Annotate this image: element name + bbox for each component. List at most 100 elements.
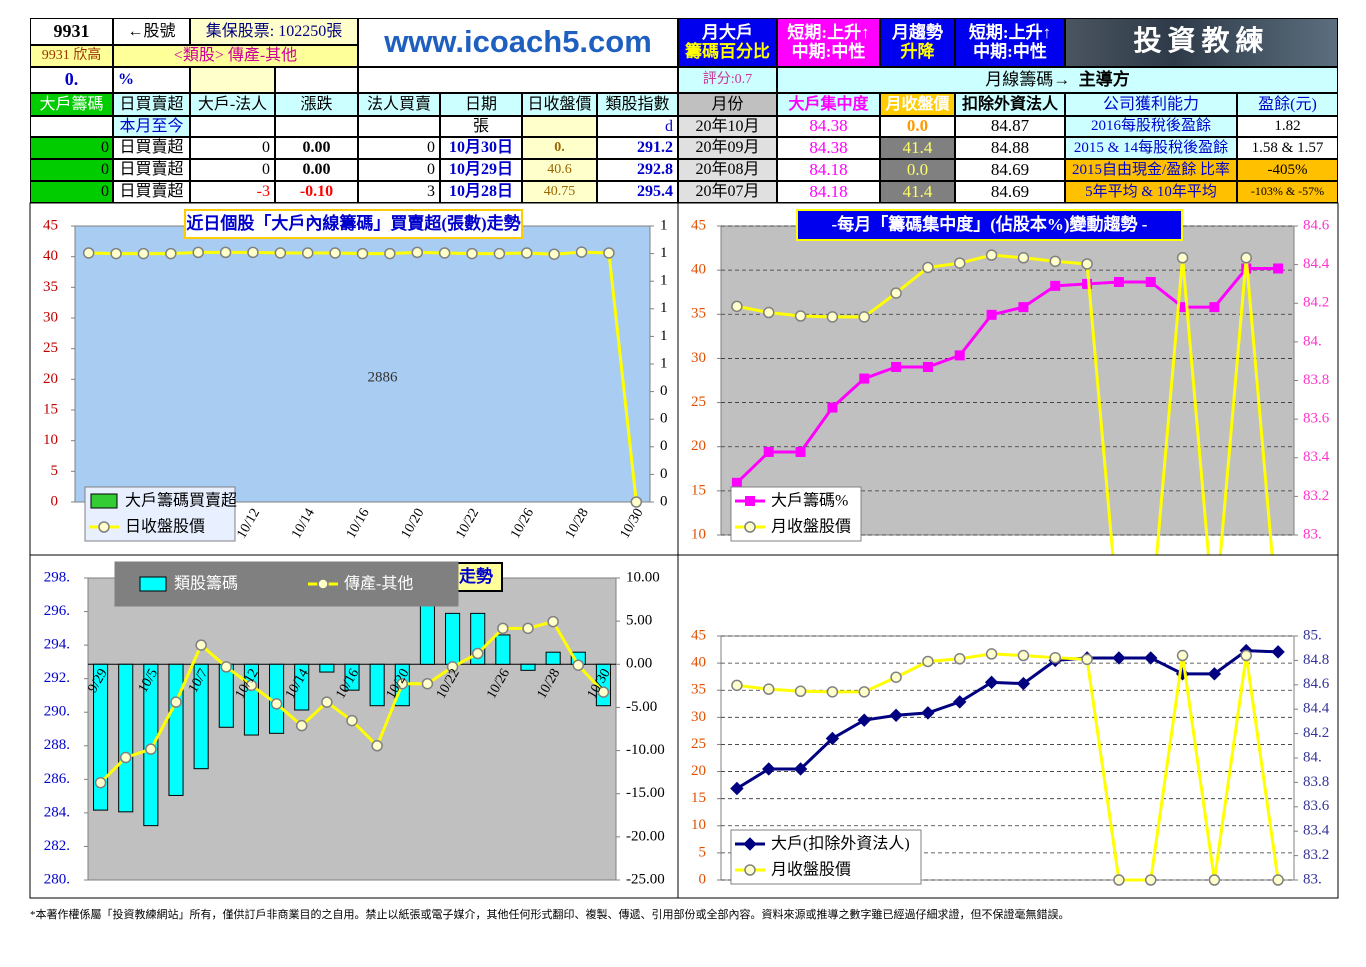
y-tick-label: 5: [699, 844, 707, 860]
point: [1144, 651, 1158, 665]
legend-marker: [98, 521, 110, 533]
point: [954, 257, 966, 269]
point: [890, 287, 902, 299]
cell: [275, 67, 358, 93]
y-tick-label: 15: [691, 482, 706, 498]
table-cell: 292.8: [597, 159, 678, 181]
point: [984, 675, 999, 690]
table-cell: 0: [30, 137, 113, 159]
y2-tick-label: 1: [660, 328, 668, 344]
table-cell: 20年09月: [678, 137, 777, 159]
table-cell: 10月30日: [440, 137, 522, 159]
table-cell: [358, 116, 440, 137]
point: [295, 719, 308, 732]
text: 中期:中性: [973, 41, 1047, 61]
y-tick-label: 20: [691, 763, 706, 779]
y-tick-label: 45: [43, 217, 58, 233]
title-box: [796, 209, 1183, 241]
y-tick-label: 10: [43, 432, 58, 448]
table-cell: d: [597, 116, 678, 137]
point: [497, 622, 509, 635]
y2-tick-label: 83.8: [1303, 372, 1329, 388]
table-cell: 41.4: [880, 137, 955, 159]
table-cell: 0: [30, 181, 113, 203]
legend-swatch: [90, 493, 118, 509]
y-tick-label: 286.: [44, 771, 70, 787]
annotation: 2886: [368, 369, 399, 385]
bar: [445, 612, 461, 665]
monthly-trend: 月趨勢 升降: [880, 18, 955, 67]
point: [1017, 252, 1030, 264]
table-cell: 84.88: [955, 137, 1065, 159]
y2-tick-label: -10.00: [626, 742, 665, 758]
y-tick-label: 35: [43, 279, 58, 295]
table-cell: 0: [190, 137, 275, 159]
legend-label: 類股籌碼: [174, 575, 238, 593]
point: [371, 740, 383, 752]
text: 中期:中性: [791, 41, 866, 61]
point: [346, 714, 358, 727]
point: [493, 247, 506, 260]
point: [891, 361, 902, 372]
bar: [93, 663, 109, 811]
table-cell: 日買賣超: [113, 159, 190, 181]
point: [466, 247, 478, 260]
table-cell: 84.69: [955, 181, 1065, 203]
trend-mid: 短期:上升↑ 中期:中性: [955, 18, 1065, 67]
y-tick-label: 40: [43, 248, 58, 264]
point: [1240, 252, 1252, 264]
point: [195, 639, 207, 651]
point: [356, 247, 369, 260]
plot-area: [720, 225, 1295, 536]
point: [1145, 277, 1156, 288]
point: [794, 685, 807, 698]
y2-tick-label: 1: [660, 300, 668, 316]
y2-tick-label: 84.2: [1303, 725, 1329, 741]
table-cell: 10月29日: [440, 159, 522, 181]
point: [630, 496, 643, 508]
trend-short: 短期:上升↑ 中期:中性: [777, 18, 880, 67]
series-layer: [82, 246, 643, 508]
point: [1050, 280, 1061, 291]
point: [825, 731, 840, 746]
point: [795, 446, 806, 457]
point: [826, 686, 839, 698]
y-tick-label: 280.: [44, 871, 70, 887]
y2-tick-label: 0: [660, 411, 668, 427]
brand-logo: 投資教練: [1065, 18, 1338, 67]
point: [859, 373, 870, 384]
y2-tick-label: -5.00: [626, 699, 657, 715]
y2-tick-label: 84.2: [1303, 295, 1329, 311]
y-tick-label: 40: [691, 655, 706, 671]
y2-tick-label: 0.00: [626, 656, 652, 672]
point: [575, 246, 588, 258]
point: [1208, 874, 1221, 886]
table-cell: -405%: [1237, 159, 1338, 181]
bar: [193, 663, 209, 770]
bar: [520, 663, 536, 671]
bar: [369, 663, 385, 707]
point: [1273, 263, 1284, 274]
point: [522, 622, 534, 635]
legend-marker: [743, 837, 757, 851]
y2-tick-label: 83.6: [1303, 798, 1330, 814]
legend-box: [730, 829, 922, 885]
point: [170, 696, 182, 708]
y2-tick-label: 10.00: [626, 569, 660, 585]
point: [763, 683, 775, 695]
point: [321, 696, 333, 708]
y-tick-label: 296.: [44, 603, 70, 619]
table-cell: 295.4: [597, 181, 678, 203]
table-cell: 0: [190, 159, 275, 181]
point: [922, 361, 933, 372]
table-cell: 2016每股稅後盈餘: [1065, 116, 1237, 137]
table-cell: 1.58 & 1.57: [1237, 137, 1338, 159]
point: [411, 246, 424, 259]
point: [1081, 653, 1093, 666]
column-header: 月份: [678, 93, 777, 116]
y-tick-label: 45: [691, 217, 706, 233]
legend-label: 大戶籌碼買賣超: [125, 492, 237, 510]
table-cell: 0.00: [275, 159, 358, 181]
pct-value: 0.: [30, 67, 113, 93]
table-cell: 日買賣超: [113, 137, 190, 159]
